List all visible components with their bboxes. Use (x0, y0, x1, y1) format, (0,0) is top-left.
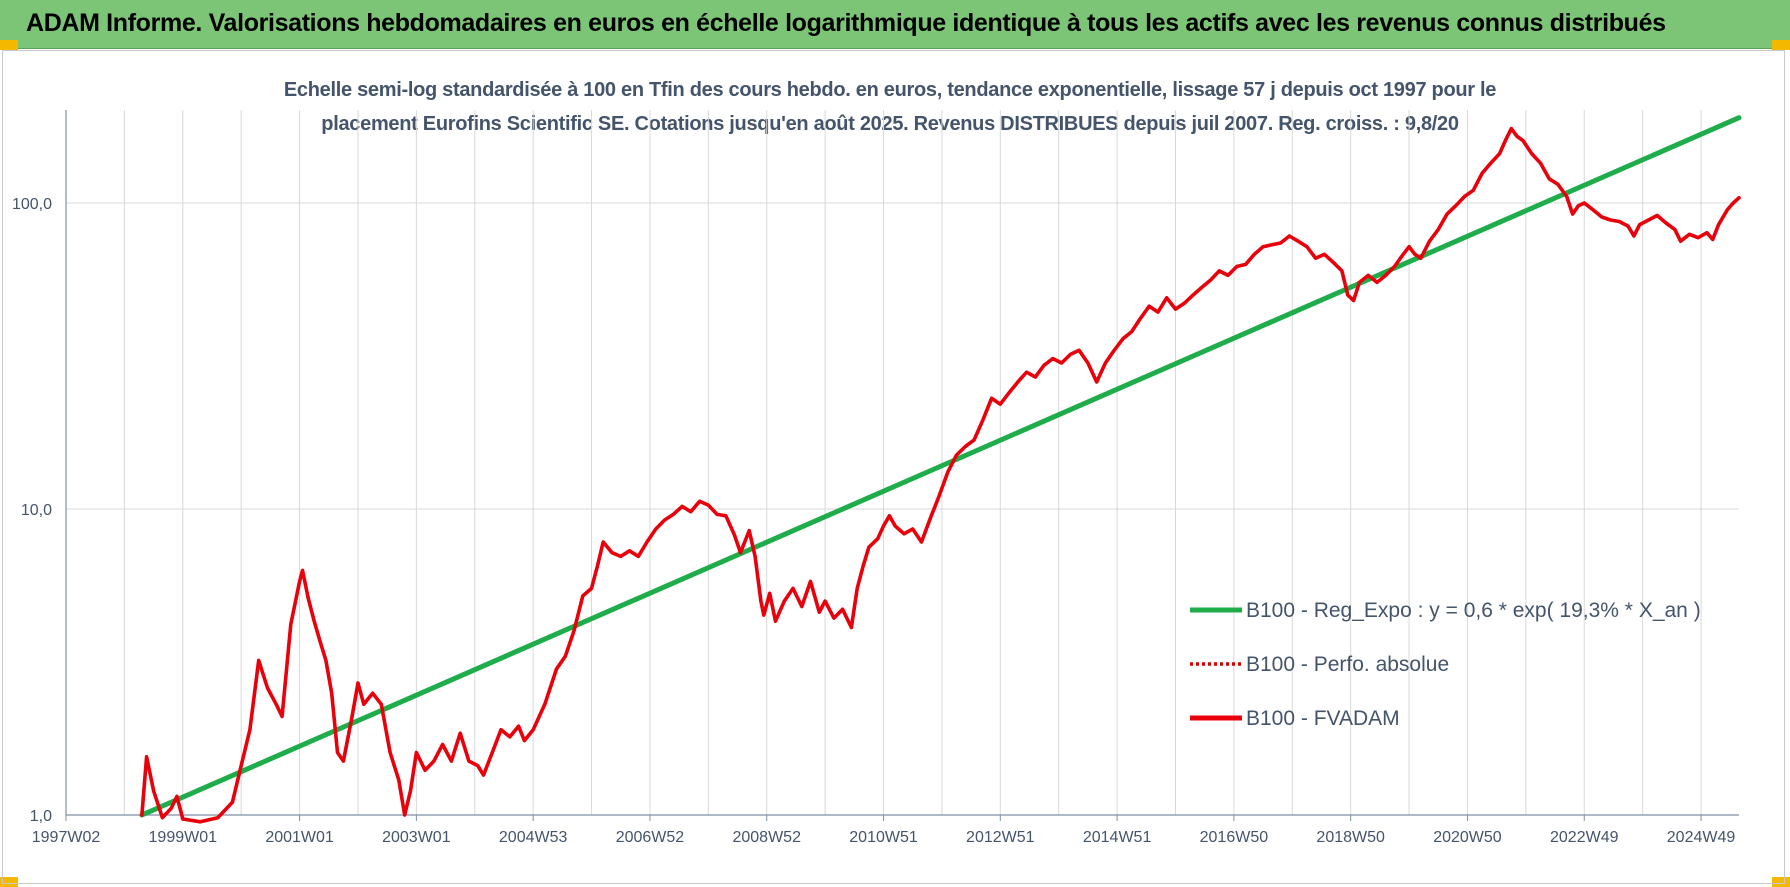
y-tick-label: 10,0 (21, 502, 52, 519)
header-banner: ADAM Informe. Valorisations hebdomadaire… (0, 0, 1790, 49)
corner-marker-top-left (0, 40, 18, 50)
x-tick-label: 2014W51 (1083, 829, 1152, 846)
chart-legend: B100 - Reg_Expo : y = 0,6 * exp( 19,3% *… (1190, 599, 1701, 730)
chart-series (139, 115, 1742, 824)
chart-axes: 1,0 10,0 100,0 1997W02 1999W01 2001W01 2003W01… (12, 110, 1739, 846)
y-tick-label: 1,0 (30, 808, 52, 825)
x-tick-label: 1997W02 (32, 829, 101, 846)
x-tick-label: 2016W50 (1200, 829, 1269, 846)
x-tick-label: 2001W01 (265, 829, 334, 846)
page-title: ADAM Informe. Valorisations hebdomadaire… (26, 9, 1666, 37)
y-tick-label: 100,0 (12, 196, 52, 213)
legend-label-fvadam-line: B100 - FVADAM (1246, 707, 1400, 730)
fvadam-line (140, 126, 1741, 824)
x-tick-label: 1999W01 (149, 829, 218, 846)
x-tick-label: 2022W49 (1550, 829, 1619, 846)
x-tick-label: 2020W50 (1433, 829, 1502, 846)
chart-frame (2, 50, 1785, 884)
legend-label-regression-line: B100 - Reg_Expo : y = 0,6 * exp( 19,3% *… (1246, 599, 1701, 622)
x-tick-label: 2012W51 (966, 829, 1035, 846)
x-tick-label: 2006W52 (616, 829, 685, 846)
chart-subtitle-line1: Echelle semi-log standardisée à 100 en T… (283, 79, 1497, 101)
corner-marker-top-right (1772, 40, 1790, 50)
x-tick-label: 2010W51 (849, 829, 918, 846)
regression-line (139, 115, 1742, 818)
x-tick-label: 2018W50 (1316, 829, 1385, 846)
x-tick-label: 2024W49 (1667, 829, 1736, 846)
corner-marker-bottom-left (0, 877, 18, 887)
chart-subtitle-line2: placement Eurofins Scientific SE. Cotati… (321, 113, 1459, 135)
corner-marker-bottom-right (1772, 877, 1790, 887)
chart-grid (65, 110, 1739, 816)
legend-label-perfo-absolue-line: B100 - Perfo. absolue (1246, 653, 1449, 676)
x-tick-label: 2003W01 (382, 829, 451, 846)
x-tick-label: 2008W52 (732, 829, 801, 846)
x-tick-label: 2004W53 (499, 829, 568, 846)
